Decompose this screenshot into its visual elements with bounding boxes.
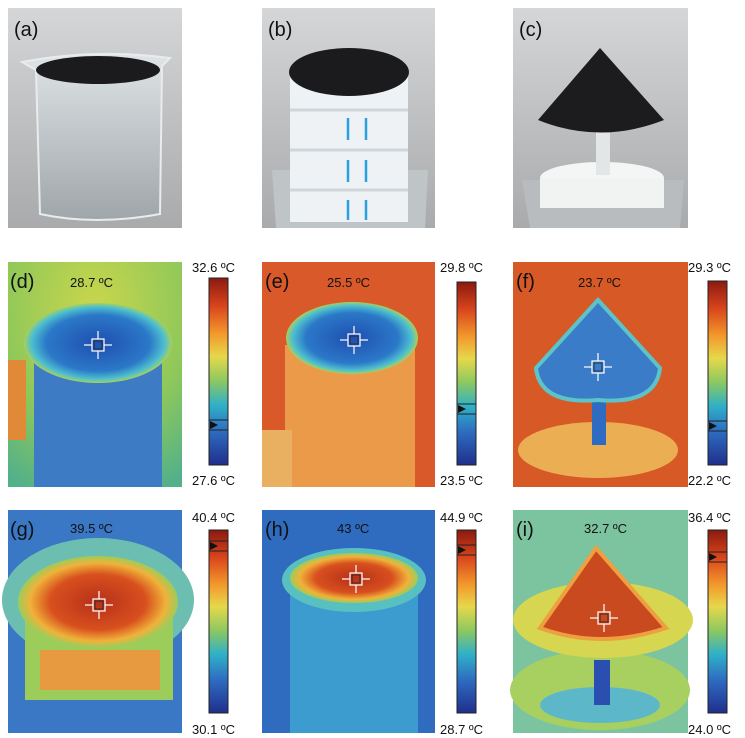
colorbar-e: 29.8 ºC 23.5 ºC [440,260,483,488]
colorbar-d: 32.6 ºC 27.6 ºC [192,260,235,488]
scale-min: 23.5 ºC [440,473,483,488]
thermal-i: 32.7 ºC (i) [510,510,693,733]
photo-c: (c) [513,8,688,228]
colorbar-f: 29.3 ºC 22.2 ºC [688,260,731,488]
scale-max: 44.9 ºC [440,510,483,525]
thermal-h: 43 ºC (h) [262,510,435,733]
thermal-d: 28.7 ºC (d) [8,262,182,487]
spot-temp: 23.7 ºC [578,275,621,290]
panel-label: (b) [268,19,292,41]
panel-label: (c) [519,19,542,41]
scale-min: 28.7 ºC [440,722,483,737]
scale-max: 32.6 ºC [192,260,235,275]
panel-label: (e) [265,271,289,293]
scale-min: 22.2 ºC [688,473,731,488]
scale-max: 40.4 ºC [192,510,235,525]
panel-label: (h) [265,519,289,541]
photo-a: (a) [8,8,182,228]
scale-max: 29.3 ºC [688,260,731,275]
panel-label: (a) [14,19,38,41]
scale-max: 29.8 ºC [440,260,483,275]
thermal-g: 39.5 ºC (g) [2,510,194,733]
spot-temp: 25.5 ºC [327,275,370,290]
scale-min: 27.6 ºC [192,473,235,488]
photo-b: (b) [262,8,435,228]
colorbar-i: 36.4 ºC 24.0 ºC [688,510,731,737]
thermal-e: 25.5 ºC (e) [262,262,435,487]
scale-max: 36.4 ºC [688,510,731,525]
spot-temp: 28.7 ºC [70,275,113,290]
panel-label: (g) [10,519,34,541]
spot-temp: 32.7 ºC [584,521,627,536]
scale-min: 30.1 ºC [192,722,235,737]
colorbar-g: 40.4 ºC 30.1 ºC [192,510,235,737]
colorbar-h: 44.9 ºC 28.7 ºC [440,510,483,737]
panel-label: (i) [516,519,534,541]
spot-temp: 39.5 ºC [70,521,113,536]
figure: (a) (b) (c) 28.7 ºC (d) 32.6 ºC 27.6 ºC … [0,0,745,738]
page: {"panels": [ {"label": "(a)"}, {"label":… [0,0,745,738]
panel-label: (d) [10,271,34,293]
scale-min: 24.0 ºC [688,722,731,737]
thermal-f: 23.7 ºC (f) [513,262,688,487]
spot-temp: 43 ºC [337,521,369,536]
panel-label: (f) [516,271,535,293]
